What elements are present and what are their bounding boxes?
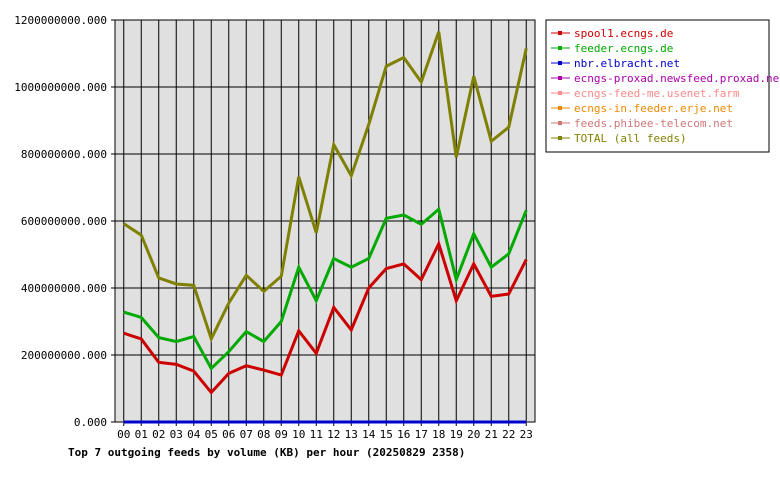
x-tick-label: 04: [187, 428, 201, 441]
legend-box: [545, 19, 770, 153]
legend: spool1.ecngs.de feeder.ecngs.de nbr.elbrac…: [545, 19, 780, 153]
x-tick-label: 02: [152, 428, 165, 441]
x-tick-label: 01: [135, 428, 148, 441]
y-tick-label: 400000000.000: [21, 282, 107, 295]
y-tick-label: 800000000.000: [21, 148, 107, 161]
x-tick-label: 11: [310, 428, 323, 441]
x-tick-label: 15: [380, 428, 393, 441]
legend-label: nbr.elbracht.net: [574, 57, 680, 70]
chart-title: Top 7 outgoing feeds by volume (KB) per …: [68, 446, 465, 459]
legend-swatch-marker: [558, 106, 562, 110]
x-tick-label: 17: [415, 428, 428, 441]
legend-label: ecngs-proxad.newsfeed.proxad.net: [574, 72, 780, 85]
legend-label: spool1.ecngs.de: [574, 27, 673, 40]
x-axis: 00 01 02 03 04 05 06 07 08 09 10 11 12 13 14 15 16 17 18 19…: [117, 422, 533, 441]
legend-swatch-marker: [558, 136, 562, 140]
legend-swatch-marker: [558, 61, 562, 65]
x-tick-label: 18: [432, 428, 445, 441]
legend-label: feeder.ecngs.de: [574, 42, 673, 55]
legend-label: feeds.phibee-telecom.net: [574, 117, 733, 130]
x-tick-label: 07: [240, 428, 253, 441]
y-tick-label: 200000000.000: [21, 349, 107, 362]
x-tick-label: 23: [520, 428, 533, 441]
legend-label: TOTAL (all feeds): [574, 132, 687, 145]
series-line: [123, 239, 528, 395]
legend-swatch-marker: [558, 91, 562, 95]
x-tick-label: 05: [205, 428, 218, 441]
legend-swatch-marker: [558, 76, 562, 80]
x-tick-label: 16: [397, 428, 410, 441]
y-tick-label: 1200000000.000: [14, 14, 107, 27]
x-tick-label: 14: [362, 428, 376, 441]
x-tick-label: 19: [450, 428, 463, 441]
x-tick-label: 09: [275, 428, 288, 441]
legend-label: ecngs-feed-me.usenet.farm: [574, 87, 740, 100]
series-line: [122, 31, 528, 343]
x-tick-label: 10: [292, 428, 305, 441]
y-tick-label: 1000000000.000: [14, 81, 107, 94]
y-axis: 0.000 200000000.000 400000000.000 600000000…: [14, 14, 115, 429]
x-tick-label: 03: [170, 428, 183, 441]
y-tick-label: 600000000.000: [21, 215, 107, 228]
series-lines: [122, 31, 528, 424]
x-tick-label: 20: [467, 428, 480, 441]
legend-swatch-marker: [558, 46, 562, 50]
x-tick-label: 08: [257, 428, 270, 441]
legend-swatch-marker: [558, 31, 562, 35]
x-tick-label: 06: [222, 428, 235, 441]
x-tick-label: 21: [485, 428, 498, 441]
series-line: [123, 206, 528, 371]
x-tick-label: 12: [327, 428, 340, 441]
y-tick-label: 0.000: [74, 416, 107, 429]
x-tick-label: 00: [117, 428, 130, 441]
legend-label: ecngs-in.feeder.erje.net: [574, 102, 733, 115]
legend-swatch-marker: [558, 121, 562, 125]
x-tick-label: 13: [345, 428, 358, 441]
x-tick-label: 22: [502, 428, 515, 441]
